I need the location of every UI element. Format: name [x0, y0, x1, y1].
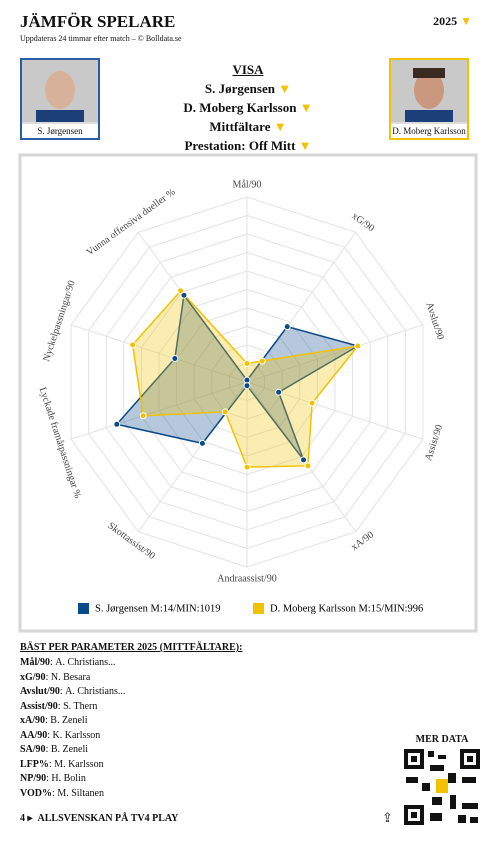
data-point [258, 357, 266, 365]
player-card[interactable]: S. Jørgensen [20, 58, 100, 140]
param: NP/90 [20, 773, 47, 784]
footer-text: ALLSVENSKAN PÅ TV4 PLAY [37, 813, 179, 824]
player: M. Siltanen [57, 787, 104, 799]
selector[interactable]: Prestation: Off Mitt ▼ [184, 138, 312, 153]
best-row: Assist/90: S. Thern [20, 700, 98, 712]
selector[interactable]: D. Moberg Karlsson ▼ [183, 100, 313, 115]
player: A. Christians... [55, 657, 116, 668]
selector-text: Prestation: Off Mitt [184, 138, 296, 153]
radar-chart: Mål/90xG/90Avslut/90Assist/90xA/90Andraa… [18, 153, 478, 633]
data-point [171, 355, 179, 363]
best-row: Mål/90: A. Christians... [20, 657, 116, 668]
param: Assist/90 [20, 700, 58, 712]
data-point [139, 412, 147, 420]
legend-swatch [253, 603, 264, 614]
selector-heading: VISA [232, 62, 264, 77]
data-point [283, 323, 291, 331]
best-row: NP/90: H. Bolin [20, 773, 86, 784]
data-point [177, 287, 185, 295]
data-point [243, 463, 251, 471]
param: Mål/90 [20, 657, 50, 668]
best-row: AA/90: K. Karlsson [20, 729, 101, 741]
legend-label: D. Moberg Karlsson M:15/MIN:996 [270, 603, 423, 614]
player: H. Bolin [51, 773, 86, 784]
player: A. Christians... [65, 686, 126, 697]
footer[interactable]: 4 ▸ ALLSVENSKAN PÅ TV4 PLAY [20, 813, 179, 824]
selector-text: Mittfältare [209, 119, 271, 134]
selector[interactable]: S. Jørgensen ▼ [204, 81, 292, 96]
param: xA/90 [20, 715, 45, 726]
axis-line [137, 381, 248, 532]
player: N. Besara [50, 671, 91, 683]
data-point [354, 342, 362, 350]
best-list: Mål/90: A. Christians... xG/90: N. Besara… [20, 656, 125, 801]
title: JÄMFÖR SPELARE [20, 12, 176, 31]
param: VOD% [20, 787, 53, 799]
best-row: Avslut/90: A. Christians... [20, 686, 126, 697]
data-point [308, 399, 316, 407]
player-name: S. Jørgensen [22, 124, 98, 138]
axis-line [70, 381, 248, 440]
param: xG/90 [20, 671, 46, 683]
axis-line [246, 324, 424, 383]
data-point [113, 420, 121, 428]
player-card[interactable]: D. Moberg Karlsson [389, 58, 469, 140]
data-point [304, 462, 312, 470]
param: Avslut/90 [20, 686, 60, 697]
season: 2025 [433, 14, 458, 28]
photo [391, 60, 467, 122]
legend-label: S. Jørgensen M:14/MIN:1019 [95, 603, 221, 614]
axis-label: Mål/90 [233, 179, 262, 190]
best-row: xG/90: N. Besara [20, 671, 91, 683]
data-point [129, 341, 137, 349]
subtitle: Uppdateras 24 timmar efter match – © Bol… [20, 34, 182, 43]
player: K. Karlsson [52, 729, 101, 741]
player: S. Thern [63, 700, 98, 712]
photo [22, 60, 98, 122]
param: LFP% [20, 758, 49, 770]
param: SA/90 [20, 744, 46, 755]
player: B. Zeneli [50, 715, 88, 726]
qr-code[interactable] [402, 747, 482, 827]
selector-text: S. Jørgensen [204, 81, 275, 96]
selector[interactable]: Mittfältare ▼ [209, 119, 287, 134]
data-point [243, 382, 251, 390]
best-row: SA/90: B. Zeneli [20, 744, 89, 755]
data-point [243, 360, 251, 367]
best-row: LFP%: M. Karlsson [20, 758, 104, 770]
selector-text: D. Moberg Karlsson [183, 100, 297, 115]
qr-title: MER DATA [415, 734, 469, 745]
player: B. Zeneli [50, 744, 89, 755]
data-point [300, 456, 308, 464]
axis-line [70, 324, 248, 383]
player-name: D. Moberg Karlsson [391, 124, 467, 138]
player: M. Karlsson [54, 758, 104, 770]
axis-label: Andraassist/90 [217, 573, 276, 584]
best-row: VOD%: M. Siltanen [20, 787, 104, 799]
data-point [198, 439, 206, 447]
share-button[interactable]: ⇪ [382, 810, 393, 825]
data-point [221, 408, 229, 416]
season-select[interactable]: 2025 ▼ [433, 14, 472, 28]
best-title: BÄST PER PARAMETER 2025 (MITTFÄLTARE): [20, 642, 243, 653]
legend-swatch [78, 603, 89, 614]
data-point [275, 388, 283, 396]
param: AA/90 [20, 729, 48, 741]
best-row: xA/90: B. Zeneli [20, 715, 88, 726]
